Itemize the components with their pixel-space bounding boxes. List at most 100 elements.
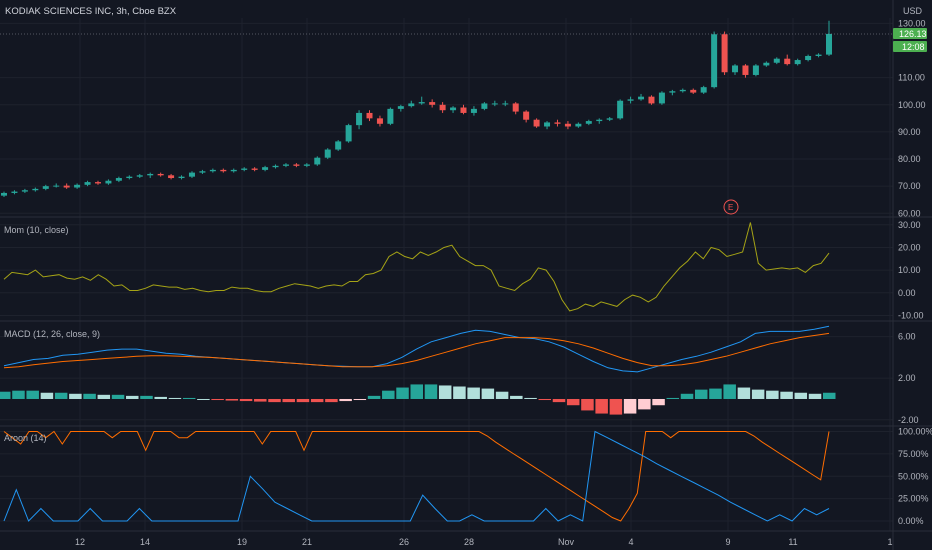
candle-series [1, 20, 832, 198]
candle-body-35 [366, 112, 373, 119]
candle-body-24 [251, 168, 258, 170]
candle-body-42 [439, 104, 446, 111]
price-y-tick-1: 110.00 [898, 73, 925, 83]
candle-body-8 [84, 182, 91, 185]
candle-body-66 [690, 89, 697, 93]
candle-body-56 [585, 121, 592, 124]
macd-histogram-bar-43 [609, 398, 623, 415]
candle-body-72 [752, 65, 759, 75]
macd-histogram-bar-23 [325, 398, 338, 403]
aroon-y-tick-4: 0.00% [898, 516, 924, 526]
candle-body-9 [94, 182, 101, 184]
macd-y-tick-1: 2.00 [898, 373, 916, 383]
macd-histogram-bar-5 [69, 393, 82, 399]
aroon-y-tick-2: 50.00% [898, 471, 929, 481]
candle-body-57 [596, 119, 603, 122]
candle-body-70 [732, 65, 739, 73]
macd-histogram-bar-55 [780, 391, 793, 399]
macd-line [3, 325, 830, 373]
candle-body-1 [11, 191, 18, 193]
momentum-series [3, 222, 830, 312]
x-tick-label-0: 12 [75, 537, 85, 547]
macd-histogram-bar-0 [0, 391, 11, 399]
macd-histogram-bar-3 [40, 392, 54, 399]
candle-body-68 [711, 34, 718, 88]
momentum-line [3, 222, 830, 312]
macd-histogram-bar-41 [581, 398, 594, 411]
macd-histogram-bar-52 [737, 387, 751, 399]
macd-histogram-bar-44 [623, 398, 637, 414]
macd-histogram-bar-40 [566, 398, 580, 406]
candle-body-46 [481, 103, 488, 109]
price-badge-bg [893, 28, 927, 39]
x-tick-label-2: 19 [237, 537, 247, 547]
macd-histogram-bar-31 [438, 385, 452, 399]
macd-histogram-bar-54 [766, 390, 779, 399]
candle-body-64 [669, 91, 676, 93]
candle-body-7 [74, 184, 81, 188]
candle-body-67 [700, 87, 707, 93]
macd-histogram-bar-15 [211, 398, 224, 401]
macd-histogram-bar-46 [652, 398, 665, 406]
candle-body-10 [105, 180, 112, 184]
macd-histogram-bar-51 [723, 384, 736, 399]
candle-body-18 [188, 172, 195, 177]
mom-y-tick-0: 30.00 [898, 220, 921, 230]
candle-body-79 [826, 33, 832, 55]
candle-body-11 [115, 178, 122, 181]
candle-body-52 [544, 122, 551, 127]
macd-histogram-bar-7 [97, 394, 111, 399]
macd-histogram-bar-32 [453, 386, 466, 399]
aroon-y-tick-3: 25.00% [898, 494, 929, 504]
candle-body-19 [199, 171, 206, 173]
macd-histogram-bar-58 [823, 392, 836, 399]
macd-histogram-bar-50 [709, 388, 722, 399]
candle-body-20 [209, 169, 216, 172]
candle-body-22 [230, 169, 237, 172]
macd-histogram-bar-17 [239, 398, 253, 402]
macd-histogram-bar-2 [26, 390, 39, 399]
candle-body-69 [721, 34, 728, 73]
macd-histogram-bar-24 [339, 398, 352, 402]
x-tick-label-10: 1 [887, 537, 892, 547]
macd-histogram-bar-56 [794, 392, 808, 399]
candle-body-73 [763, 62, 770, 66]
macd-histogram-bar-4 [54, 392, 68, 399]
candle-body-60 [627, 99, 634, 101]
candle-body-29 [303, 164, 310, 166]
aroon-y-tick-0: 100.00% [898, 426, 932, 436]
macd-histogram-bar-25 [353, 398, 367, 401]
macd-histogram-bar-21 [296, 398, 310, 403]
earnings-marker[interactable]: E [723, 199, 739, 215]
candle-body-50 [523, 111, 530, 120]
candle-body-53 [554, 122, 561, 124]
candle-body-61 [638, 96, 645, 100]
candle-body-34 [356, 112, 363, 126]
countdown-badge-bg [893, 41, 927, 52]
macd-histogram-bar-42 [595, 398, 608, 414]
price-badge-value: 126.13 [899, 29, 927, 39]
candle-body-75 [784, 58, 791, 65]
x-tick-label-7: 4 [628, 537, 633, 547]
aroon-y-tick-1: 75.00% [898, 449, 929, 459]
candle-body-44 [460, 107, 467, 113]
candle-body-13 [136, 175, 143, 177]
macd-histogram-bar-20 [282, 398, 295, 403]
candle-body-40 [418, 102, 425, 104]
mom-pane-title: Mom (10, close) [4, 225, 69, 235]
candle-body-76 [794, 60, 801, 65]
macd-histogram-bar-47 [666, 397, 680, 399]
aroon-down-line [3, 430, 830, 522]
aroon-series [3, 430, 830, 522]
x-tick-label-4: 26 [399, 537, 409, 547]
macd-histogram-bar-57 [808, 393, 822, 399]
macd-histogram-bar-34 [481, 388, 495, 399]
macd-histogram-bar-9 [126, 395, 139, 399]
candle-body-0 [1, 192, 7, 196]
candle-body-58 [606, 118, 613, 120]
x-tick-label-1: 14 [140, 537, 150, 547]
earnings-marker-letter: E [728, 203, 733, 212]
price-y-tick-6: 60.00 [898, 208, 921, 218]
